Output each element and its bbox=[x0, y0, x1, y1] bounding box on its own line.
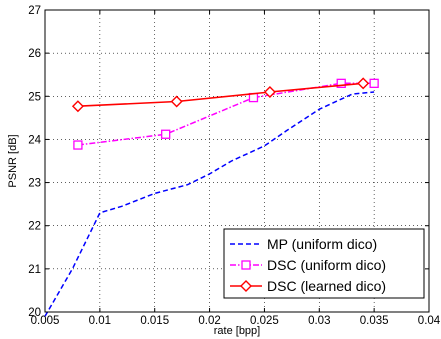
legend-marker-square bbox=[241, 260, 251, 270]
series-mp-uniform-line bbox=[44, 91, 375, 317]
x-tick-label: 0.035 bbox=[360, 315, 389, 327]
x-axis-label: rate [bpp] bbox=[214, 325, 260, 337]
x-tick-label: 0.01 bbox=[89, 315, 111, 327]
legend: MP (uniform dico) DSC (uniform dico) DSC… bbox=[223, 228, 425, 299]
x-tick-label: 0.025 bbox=[250, 315, 279, 327]
series-dsc-uniform-line bbox=[77, 82, 375, 146]
x-tick-label: 0.005 bbox=[31, 315, 60, 327]
axis-ticks: 0.005 0.01 0.015 0.02 0.025 0.03 0.035 0.04 20 21… bbox=[28, 5, 441, 327]
series-dsc-uniform-point bbox=[369, 78, 379, 88]
y-tick-label: 22 bbox=[28, 221, 41, 233]
series-lines bbox=[44, 77, 379, 317]
x-tick-label: 0.015 bbox=[140, 315, 169, 327]
x-tick-label: 0.02 bbox=[198, 315, 220, 327]
series-dsc-learned-point bbox=[263, 85, 276, 98]
legend-label-dsc-uniform: DSC (uniform dico) bbox=[267, 257, 386, 273]
legend-label-dsc-learned: DSC (learned dico) bbox=[267, 278, 386, 294]
series-dsc-uniform-point bbox=[73, 140, 83, 150]
grid-lines bbox=[45, 10, 429, 312]
y-tick-label: 20 bbox=[28, 307, 41, 319]
y-tick-label: 25 bbox=[28, 91, 41, 103]
series-dsc-uniform-point bbox=[336, 78, 346, 88]
series-dsc-learned-point bbox=[71, 100, 84, 113]
y-tick-label: 24 bbox=[28, 134, 41, 146]
y-tick-label: 27 bbox=[28, 5, 41, 17]
series-dsc-uniform-point bbox=[248, 92, 259, 103]
series-dsc-uniform-point bbox=[161, 129, 171, 139]
series-dsc-learned-point bbox=[170, 95, 183, 108]
plot-frame bbox=[44, 9, 430, 313]
series-dsc-learned-line bbox=[77, 82, 364, 107]
legend-marker-diamond bbox=[240, 280, 252, 292]
y-tick-label: 26 bbox=[28, 48, 41, 60]
x-tick-label: 0.04 bbox=[418, 315, 441, 327]
series-dsc-learned-point bbox=[357, 77, 370, 90]
y-axis-label: PSNR [dB] bbox=[7, 134, 19, 187]
x-tick-label: 0.03 bbox=[308, 315, 330, 327]
y-tick-label: 23 bbox=[28, 178, 41, 190]
legend-label-mp: MP (uniform dico) bbox=[267, 236, 377, 252]
y-tick-label: 21 bbox=[28, 264, 41, 276]
